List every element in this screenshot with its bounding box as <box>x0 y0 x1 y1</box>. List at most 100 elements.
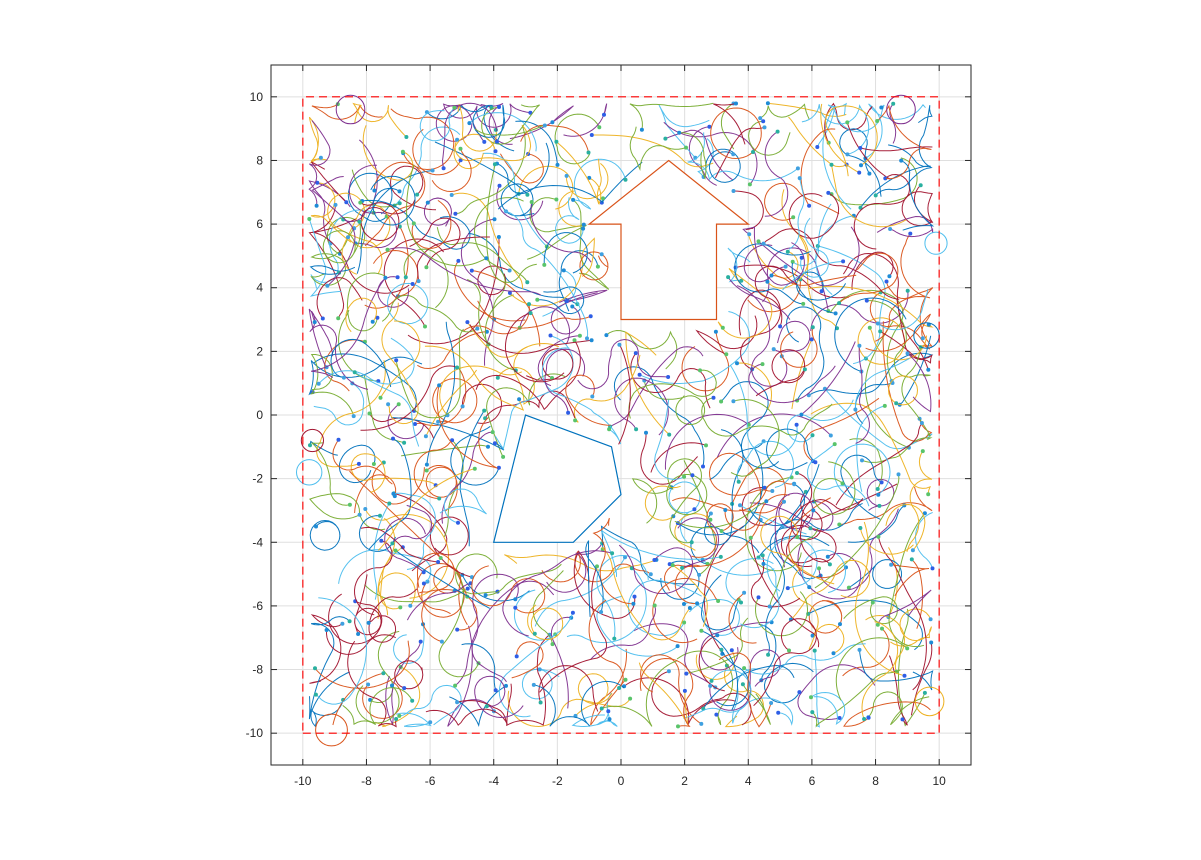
trajectory-line <box>801 104 870 155</box>
trajectory-marker <box>760 553 765 558</box>
trajectory-line <box>308 616 350 720</box>
trajectory-marker <box>761 119 766 124</box>
trajectory-marker <box>918 183 923 188</box>
trajectory-marker <box>896 472 901 477</box>
trajectory-line <box>454 124 532 162</box>
x-tick-label: -10 <box>294 774 312 788</box>
trajectory-line <box>854 521 905 677</box>
trajectory-line <box>532 570 564 645</box>
trajectory-line <box>570 158 626 210</box>
trajectory-line <box>654 399 685 480</box>
trajectory-line <box>810 691 846 725</box>
trajectory-marker <box>735 361 739 366</box>
trajectory-marker <box>795 535 800 540</box>
trajectory-line <box>687 132 799 182</box>
trajectory-marker <box>528 110 533 115</box>
trajectory-marker <box>922 690 927 695</box>
trajectory-line <box>499 153 544 184</box>
trajectory-marker <box>840 481 845 486</box>
trajectory-line <box>469 324 592 354</box>
trajectory-line <box>664 413 750 470</box>
trajectory-marker <box>430 168 435 173</box>
trajectory-marker <box>595 264 600 269</box>
trajectory-marker <box>682 474 687 479</box>
trajectory-line <box>309 493 386 531</box>
x-tick-label: -6 <box>425 774 436 788</box>
trajectory-marker <box>403 275 408 280</box>
trajectory-marker <box>677 130 682 135</box>
trajectory-line <box>471 270 541 347</box>
trajectory-marker <box>497 183 502 188</box>
trajectory-line <box>544 348 586 413</box>
trajectory-marker <box>411 221 416 226</box>
trajectory-marker <box>378 395 383 400</box>
trajectory-line <box>474 675 524 719</box>
trajectory-line <box>417 331 487 370</box>
trajectory-line <box>442 103 531 128</box>
y-tick-label: -8 <box>252 663 263 677</box>
trajectory-line <box>816 105 852 210</box>
trajectory-line <box>563 103 608 137</box>
trajectory-line <box>838 252 899 304</box>
trajectory-marker <box>554 139 559 144</box>
trajectory-line <box>434 141 528 196</box>
trajectory-marker <box>900 717 905 722</box>
trajectory-line <box>629 102 714 130</box>
trajectory-line <box>683 669 752 719</box>
trajectory-line <box>496 142 550 195</box>
trajectory-line <box>764 131 789 217</box>
trajectory-marker <box>676 724 680 729</box>
trajectory-marker <box>398 605 403 610</box>
trajectory-marker <box>767 604 772 609</box>
trajectory-line <box>527 604 564 641</box>
trajectory-marker <box>606 709 611 714</box>
trajectory-marker <box>928 617 933 622</box>
trajectory-marker <box>469 268 474 273</box>
trajectory-line <box>749 501 834 532</box>
trajectory-marker <box>336 316 341 321</box>
trajectory-marker <box>387 501 392 506</box>
trajectory-marker <box>698 368 702 373</box>
trajectory-line <box>341 204 391 275</box>
trajectory-marker <box>370 319 375 324</box>
trajectory-line <box>728 592 757 644</box>
trajectory-line <box>860 144 931 208</box>
trajectory-marker <box>564 299 569 304</box>
trajectory-line <box>811 669 901 728</box>
trajectory-marker <box>368 697 373 702</box>
trajectory-line <box>753 618 817 707</box>
trajectory-marker <box>629 566 634 571</box>
trajectory-marker <box>356 461 361 466</box>
trajectory-marker <box>905 351 910 356</box>
trajectory-marker <box>423 324 427 329</box>
trajectory-line <box>866 478 895 511</box>
trajectory-marker <box>783 264 788 269</box>
trajectory-line <box>577 338 669 390</box>
trajectory-line <box>839 128 882 197</box>
trajectory-marker <box>663 136 668 141</box>
trajectory-marker <box>667 432 672 437</box>
trajectory-marker <box>623 677 628 682</box>
trajectory-marker <box>527 302 531 307</box>
trajectory-marker <box>452 105 457 110</box>
trajectory-line <box>515 120 558 165</box>
trajectory-marker <box>684 671 689 676</box>
trajectory-marker <box>837 716 842 720</box>
trajectory-marker <box>631 601 636 606</box>
trajectory-line <box>377 468 475 551</box>
trajectory-line <box>504 312 565 383</box>
trajectory-marker <box>867 171 872 176</box>
trajectory-marker <box>715 633 720 638</box>
trajectory-line <box>859 527 914 555</box>
trajectory-marker <box>762 125 767 130</box>
trajectory-line <box>533 680 625 727</box>
trajectory-marker <box>573 418 578 423</box>
trajectory-line <box>853 173 911 250</box>
trajectory-marker <box>746 422 751 427</box>
trajectory-line <box>579 251 609 281</box>
trajectory-marker <box>832 442 837 447</box>
trajectory-marker <box>607 427 612 432</box>
trajectory-marker <box>719 647 724 652</box>
trajectory-marker <box>504 683 508 688</box>
trajectory-marker <box>467 121 472 126</box>
